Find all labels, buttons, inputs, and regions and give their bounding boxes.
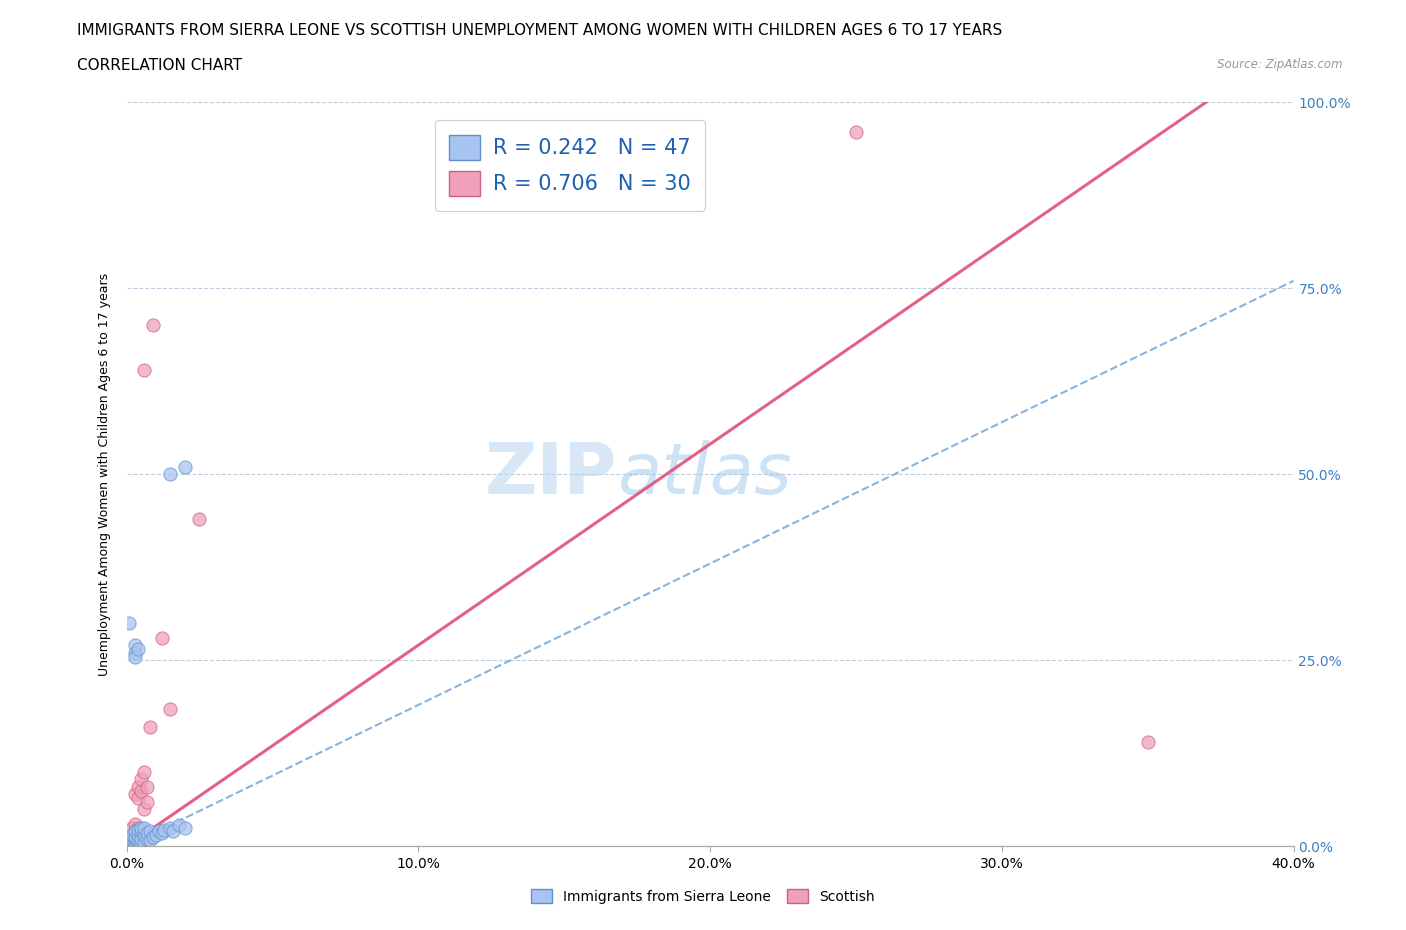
- Point: [136, 831, 159, 846]
- Text: IMMIGRANTS FROM SIERRA LEONE VS SCOTTISH UNEMPLOYMENT AMONG WOMEN WITH CHILDREN : IMMIGRANTS FROM SIERRA LEONE VS SCOTTISH…: [77, 23, 1002, 38]
- Point: [153, 822, 176, 837]
- Point: [162, 824, 184, 839]
- Point: [127, 833, 149, 848]
- Point: [136, 794, 159, 809]
- Point: [127, 779, 149, 794]
- Point: [127, 822, 149, 837]
- Y-axis label: Unemployment Among Women with Children Ages 6 to 17 years: Unemployment Among Women with Children A…: [97, 272, 111, 676]
- Point: [129, 783, 152, 798]
- Point: [121, 831, 143, 846]
- Point: [129, 831, 152, 846]
- Point: [121, 839, 143, 854]
- Point: [174, 820, 197, 835]
- Point: [150, 826, 173, 841]
- Point: [159, 467, 181, 482]
- Point: [159, 701, 181, 716]
- Point: [129, 824, 152, 839]
- Point: [115, 839, 138, 854]
- Point: [118, 839, 141, 854]
- Point: [132, 802, 155, 817]
- Text: CORRELATION CHART: CORRELATION CHART: [77, 58, 242, 73]
- Point: [142, 830, 165, 844]
- Point: [136, 779, 159, 794]
- Text: atlas: atlas: [617, 440, 792, 509]
- Point: [121, 828, 143, 843]
- Point: [115, 839, 138, 854]
- Point: [124, 828, 146, 843]
- Point: [124, 824, 146, 839]
- Point: [127, 831, 149, 846]
- Point: [118, 835, 141, 850]
- Point: [142, 318, 165, 333]
- Point: [136, 826, 159, 841]
- Point: [1136, 735, 1159, 750]
- Point: [129, 824, 152, 839]
- Point: [127, 820, 149, 835]
- Point: [118, 616, 141, 631]
- Point: [124, 817, 146, 831]
- Point: [124, 835, 146, 850]
- Point: [118, 831, 141, 846]
- Legend: R = 0.242   N = 47, R = 0.706   N = 30: R = 0.242 N = 47, R = 0.706 N = 30: [434, 120, 706, 210]
- Point: [124, 649, 146, 664]
- Point: [150, 631, 173, 645]
- Point: [132, 764, 155, 779]
- Point: [124, 830, 146, 844]
- Point: [121, 833, 143, 848]
- Text: Source: ZipAtlas.com: Source: ZipAtlas.com: [1218, 58, 1343, 71]
- Point: [174, 459, 197, 474]
- Point: [124, 831, 146, 846]
- Point: [139, 720, 162, 735]
- Point: [127, 828, 149, 843]
- Point: [118, 835, 141, 850]
- Point: [118, 837, 141, 852]
- Point: [845, 125, 868, 140]
- Point: [127, 642, 149, 657]
- Point: [148, 824, 170, 839]
- Point: [118, 833, 141, 848]
- Point: [124, 645, 146, 660]
- Point: [121, 820, 143, 835]
- Point: [124, 824, 146, 839]
- Point: [124, 638, 146, 653]
- Point: [188, 512, 211, 526]
- Point: [124, 835, 146, 850]
- Point: [121, 834, 143, 849]
- Point: [124, 839, 146, 854]
- Point: [132, 835, 155, 850]
- Point: [115, 835, 138, 850]
- Point: [121, 828, 143, 843]
- Point: [145, 828, 167, 843]
- Point: [139, 824, 162, 839]
- Point: [159, 820, 181, 835]
- Point: [132, 828, 155, 843]
- Point: [129, 835, 152, 850]
- Point: [124, 787, 146, 802]
- Point: [139, 833, 162, 848]
- Point: [132, 820, 155, 835]
- Point: [132, 363, 155, 378]
- Point: [121, 837, 143, 852]
- Text: ZIP: ZIP: [485, 440, 617, 509]
- Point: [127, 790, 149, 805]
- Point: [167, 818, 190, 833]
- Legend: Immigrants from Sierra Leone, Scottish: Immigrants from Sierra Leone, Scottish: [526, 884, 880, 910]
- Point: [127, 837, 149, 852]
- Point: [129, 820, 152, 835]
- Point: [129, 772, 152, 787]
